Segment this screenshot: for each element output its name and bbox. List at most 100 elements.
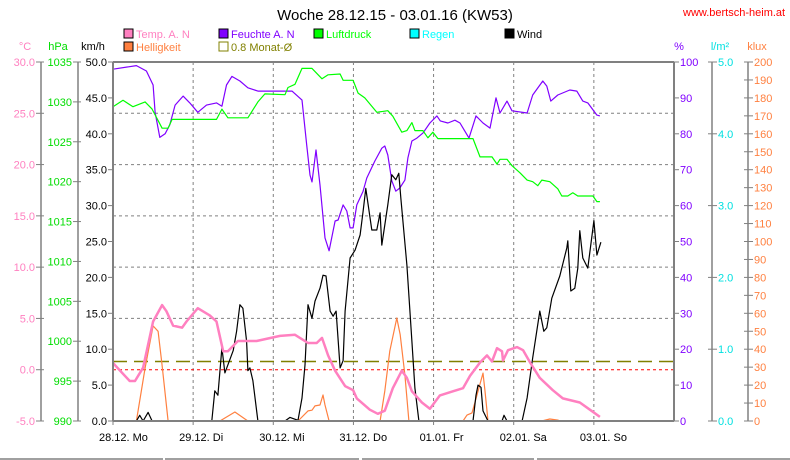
axis-tick-label: 1.0 [718,344,733,356]
legend-label: Regen [422,29,454,41]
legend-item: Luftdruck [313,28,372,41]
grid [113,62,674,421]
x-axis-tick-label: 30.12. Mi [259,432,304,444]
axis-tick-label: 150 [754,147,772,159]
axis-tick-label: 0 [680,416,686,428]
axis-tick-label: 5.0 [718,57,733,69]
x-axis-tick-label: 01.01. Fr [420,432,464,444]
legend-item: Wind [504,28,542,41]
axis-tick-label: 1000 [48,336,72,348]
axis-tick-label: 0.0 [92,416,107,428]
axis-tick-label: 20 [680,344,692,356]
axis-tick-label: 25.0 [14,108,35,120]
legend-label: Helligkeit [136,42,181,54]
legend: Temp. A. N Feuchte A. N Luftdruck Regen Wind… [123,28,542,54]
legend-item: Helligkeit [123,41,181,54]
axis-unit-label: °C [19,41,31,53]
axis-tick-label: 20 [754,380,766,392]
axis-tick-label: 35.0 [86,165,107,177]
axis-tick-label: 70 [754,290,766,302]
axis-tick-label: 90 [680,93,692,105]
axis-tick-label: 1025 [48,137,72,149]
axis-tick-label: 45.0 [86,93,107,105]
axis-tick-label: 1015 [48,217,72,229]
axis-tick-label: 190 [754,75,772,87]
axis-tick-label: 20.0 [86,272,107,284]
series-line-temp-a-n [112,303,601,418]
x-axis-tick-label: 31.12. Do [339,432,387,444]
axis-tick-label: 25.0 [86,237,107,249]
axis-tick-label: 995 [54,376,72,388]
axis-tick-label: 5.0 [20,313,35,325]
axis-tick-label: 70 [680,165,692,177]
axis-tick-label: 60 [754,308,766,320]
axis-tick-label: 30.0 [86,201,107,213]
axis-tick-label: 1005 [48,296,72,308]
x-axis-tick-label: 29.12. Di [179,432,223,444]
legend-swatch [123,28,134,39]
series-layer [112,64,602,422]
axis-tick-label: 1035 [48,57,72,69]
axis-tick-label: 200 [754,57,772,69]
legend-swatch [313,28,324,39]
legend-swatch [409,28,420,39]
axis-tick-label: 1020 [48,177,72,189]
axis-tick-label: 100 [754,237,772,249]
x-axis-tick-label: 03.01. So [580,432,627,444]
axis-tick-label: 0 [754,416,760,428]
axis-tick-label: 90 [754,254,766,266]
axis-tick-label: 60 [680,201,692,213]
axis-tick-label: 40 [680,272,692,284]
axis-pressure: hPa 1035 1030 1025 1020 1015 1010 1005 1000 995 99… [48,41,81,428]
legend-swatch [218,28,229,39]
axis-tick-label: 0.0 [20,365,35,377]
axis-tick-label: -5.0 [16,416,35,428]
axis-tick-label: 5.0 [92,380,107,392]
axis-tick-label: 3.0 [718,201,733,213]
legend-swatch [123,41,134,52]
axis-tick-label: 990 [54,416,72,428]
axis-tick-label: 30.0 [14,57,35,69]
axis-tick-label: 50 [754,326,766,338]
axis-tick-label: 120 [754,201,772,213]
site-url[interactable]: www.bertsch-heim.at [682,7,785,19]
series-line-feuchte-a-n [112,64,601,252]
axis-unit-label: % [674,41,684,53]
axis-tick-label: 40 [754,344,766,356]
axis-tick-label: 110 [754,219,772,231]
axis-tick-label: 50.0 [86,57,107,69]
axis-tick-label: 80 [680,129,692,141]
axis-tick-label: 180 [754,93,772,105]
axis-light: klux200190180170160150140130120110100908… [744,41,772,428]
series-line-wind [113,172,602,422]
axis-tick-label: 140 [754,165,772,177]
axes: °C 30.0 25.0 20.0 15.0 10.0 5.0 0.0 -5.0 hPa 1035 1… [14,41,773,444]
legend-label: Temp. A. N [136,29,190,41]
axis-tick-label: 15.0 [86,308,107,320]
axis-tick-label: 10.0 [86,344,107,356]
legend-label: Wind [517,29,542,41]
axis-unit-label: l/m² [711,41,730,53]
axis-tick-label: 1010 [48,256,72,268]
axis-tick-label: 1030 [48,97,72,109]
legend-item: Regen [409,28,454,41]
axis-tick-label: 4.0 [718,129,733,141]
axis-tick-label: 10 [680,380,692,392]
x-axis-tick-label: 02.01. Sa [500,432,548,444]
axis-tick-label: 0.0 [718,416,733,428]
legend-item: 0.8 Monat-Ø [218,41,293,54]
axis-tick-label: 10 [754,398,766,410]
axis-tick-label: 40.0 [86,129,107,141]
axis-tick-label: 30 [754,362,766,374]
legend-label: 0.8 Monat-Ø [231,42,293,54]
legend-item: Feuchte A. N [218,28,295,41]
axis-temp: °C 30.0 25.0 20.0 15.0 10.0 5.0 0.0 -5.0 [14,41,44,428]
bottom-bar [0,458,790,460]
axis-tick-label: 50 [680,237,692,249]
axis-unit-label: hPa [48,41,68,53]
axis-tick-label: 30 [680,308,692,320]
legend-swatch [218,41,229,52]
axis-rain: l/m² 5.0 4.0 3.0 2.0 1.0 0.0 [708,41,733,428]
